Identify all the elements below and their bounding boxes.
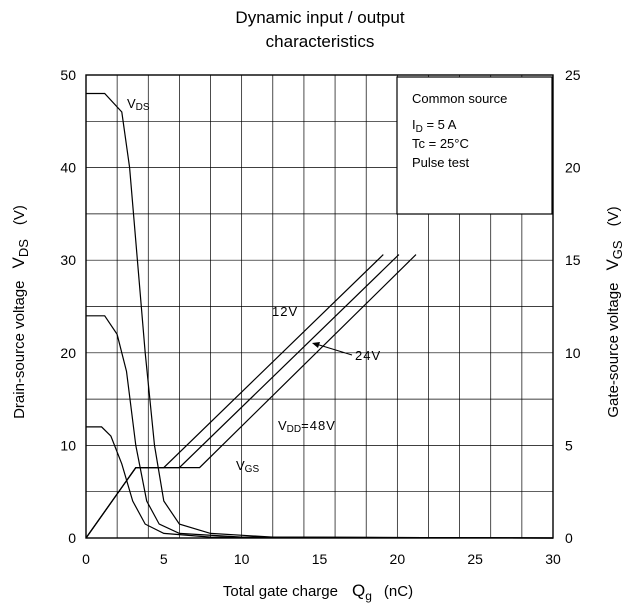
y-tick-label-right: 5	[565, 437, 573, 453]
annotation-vgs: VGS	[236, 458, 259, 475]
vds-curve-1	[86, 315, 554, 539]
y-tick-label-left: 20	[60, 345, 76, 361]
vds-curve-0	[86, 92, 554, 539]
x-tick-label: 20	[390, 551, 406, 567]
y-tick-label-left: 30	[60, 252, 76, 268]
annotation-24v-leader	[315, 343, 353, 356]
plot-frame	[85, 74, 554, 539]
annotation-24v-arrowhead	[312, 342, 320, 348]
conditions-id-symbol: I	[412, 117, 416, 132]
annotation-vds: VDS	[127, 96, 150, 113]
chart-title-line2: characteristics	[266, 32, 375, 51]
x-tick-label: 0	[82, 551, 90, 567]
y-tick-label-right: 0	[565, 530, 573, 546]
vds-curve-2	[86, 426, 554, 539]
conditions-line3: Tc = 25°C	[412, 136, 469, 151]
x-tick-label: 10	[234, 551, 250, 567]
y-tick-label-right: 20	[565, 160, 581, 176]
conditions-box	[396, 76, 553, 215]
chart-title-line1: Dynamic input / output	[235, 8, 404, 27]
y-tick-label-right: 15	[565, 252, 581, 268]
conditions-id-subscript: D	[416, 124, 423, 135]
vgs-curve-5	[85, 254, 417, 539]
y-axis-label-left: Drain-source voltageVDS(V)	[9, 205, 31, 419]
y-tick-label-left: 10	[60, 437, 76, 453]
series-group	[85, 92, 554, 539]
x-tick-label: 30	[545, 551, 561, 567]
y-tick-label-right: 10	[565, 345, 581, 361]
y-tick-label-left: 0	[68, 530, 76, 546]
x-axis-label: Total gate charge Qg (nC)	[223, 581, 413, 603]
conditions-line2: ID = 5 A	[412, 117, 457, 135]
conditions-id-value: = 5 A	[423, 117, 457, 132]
annotation-12v: 12V	[272, 304, 298, 319]
vgs-curve-4	[85, 254, 400, 539]
x-tick-label: 5	[160, 551, 168, 567]
y-tick-label-right: 25	[565, 67, 581, 83]
annotation-24v: 24V	[355, 348, 381, 363]
y-axis-label-right: Gate-source voltageVGS(V)	[603, 206, 625, 417]
x-tick-label: 25	[467, 551, 483, 567]
conditions-line1: Common source	[412, 91, 507, 106]
x-tick-label: 15	[312, 551, 328, 567]
annotation-vdd: VDD=48V	[278, 418, 336, 435]
conditions-line4: Pulse test	[412, 155, 469, 170]
y-tick-label-left: 50	[60, 67, 76, 83]
y-tick-label-left: 40	[60, 160, 76, 176]
